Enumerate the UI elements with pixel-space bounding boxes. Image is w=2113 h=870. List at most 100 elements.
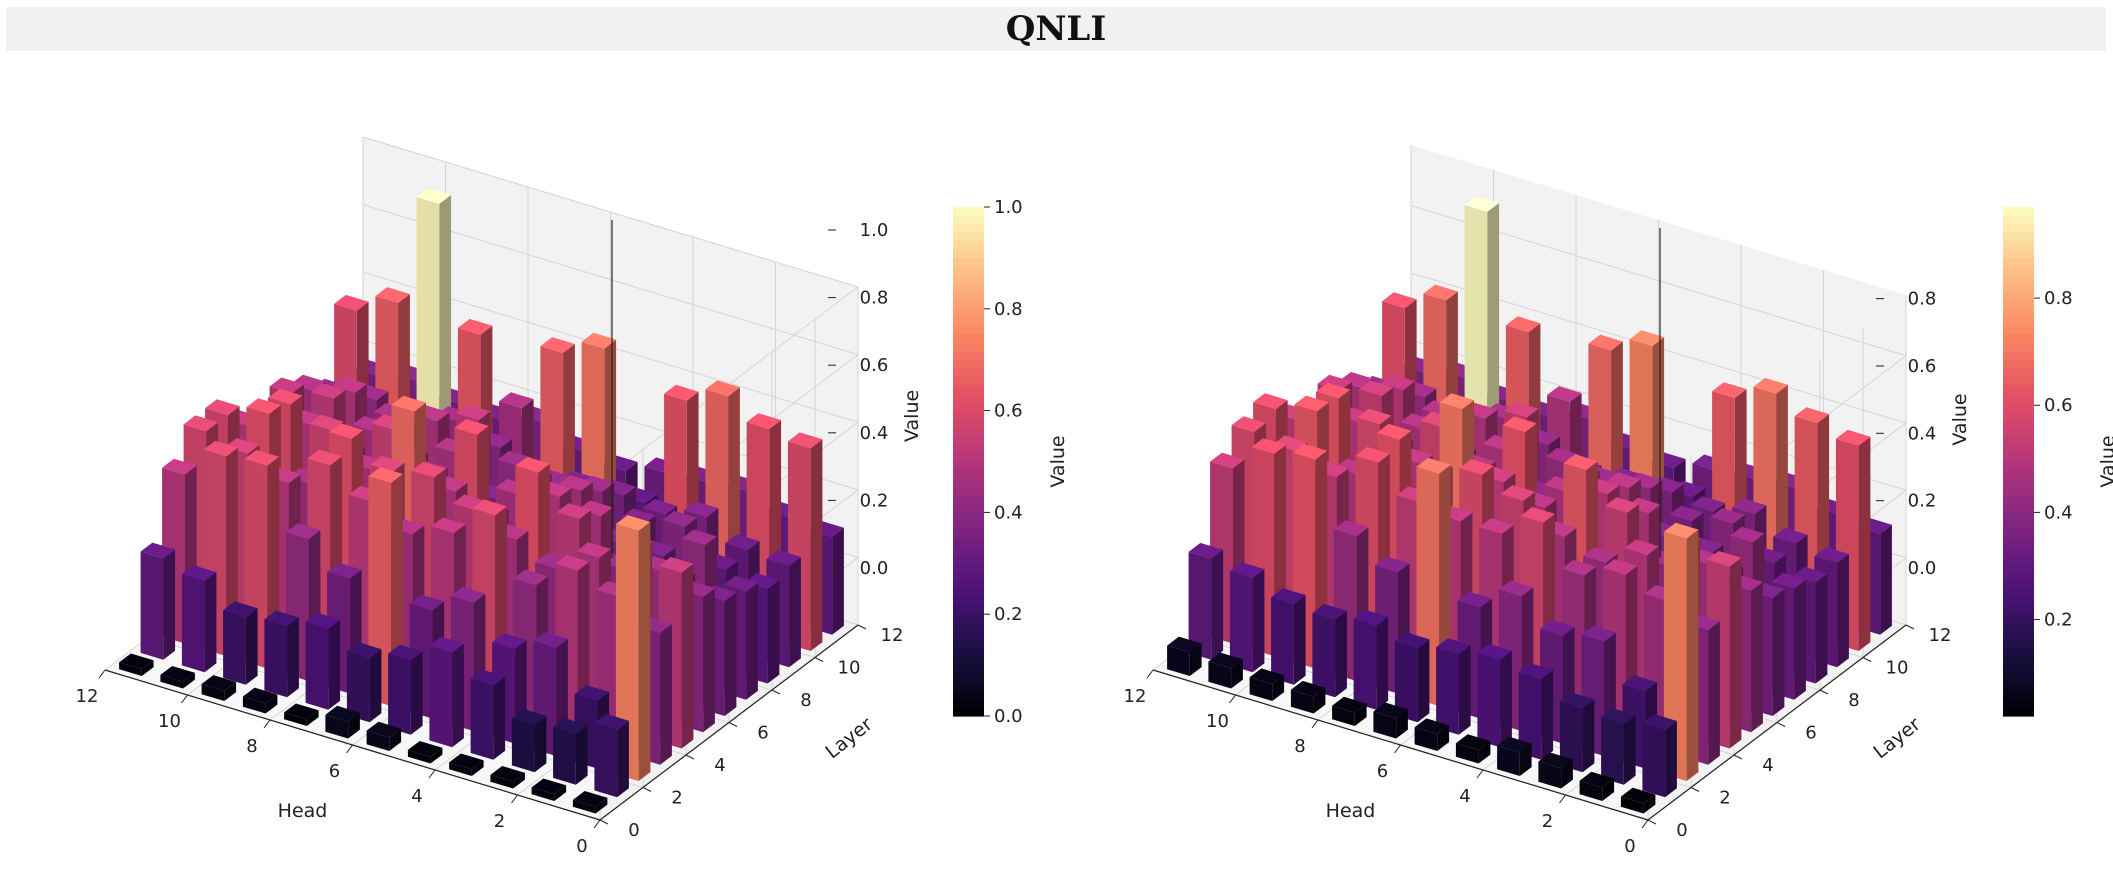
- bar-top-face: [307, 449, 342, 466]
- bar-top-face: [1373, 702, 1408, 719]
- colorbar-segment: [2003, 512, 2034, 522]
- bar: [160, 666, 195, 689]
- bar-front-face: [1312, 613, 1336, 698]
- bar: [470, 669, 506, 760]
- bar-top-face: [1272, 435, 1308, 452]
- bar-side-face: [369, 649, 382, 723]
- x-tick-label: 2: [494, 811, 505, 832]
- colorbar-tick-label: 0.8: [994, 299, 1023, 320]
- bar-top-face: [160, 666, 195, 682]
- bar-top-face: [181, 565, 217, 581]
- colorbar-segment: [953, 283, 984, 293]
- bar-top-face: [264, 610, 299, 627]
- colorbar-segment: [2003, 605, 2034, 615]
- bar: [1373, 702, 1408, 739]
- y-tick-label: 0: [1676, 820, 1687, 841]
- y-tick-label: 4: [714, 755, 725, 776]
- bar-top-face: [1439, 393, 1475, 410]
- y-tick-mark: [1733, 754, 1743, 760]
- bar-front-face: [449, 762, 472, 776]
- bar-side-face: [410, 651, 423, 735]
- colorbar: 0.2 0.4 0.6 0.8 Value: [2003, 207, 2113, 717]
- bar-front-face: [1249, 677, 1273, 701]
- bar-top-face: [1459, 459, 1494, 475]
- bar-side-face: [1500, 650, 1512, 748]
- bar-front-face: [594, 722, 618, 798]
- bar-front-face: [1579, 780, 1603, 801]
- colorbar-segment: [2003, 699, 2034, 709]
- bar-side-face: [1189, 643, 1202, 676]
- bar-top-face: [1627, 472, 1663, 489]
- bar-top-face: [332, 377, 367, 393]
- colorbar-segment: [953, 690, 984, 700]
- colorbar-segment: [953, 232, 984, 242]
- x-tick-mark: [428, 769, 436, 779]
- bar-top-face: [1602, 559, 1638, 575]
- bar-top-face: [558, 475, 593, 491]
- bar-side-face: [681, 563, 694, 749]
- bar-top-face: [1792, 566, 1828, 583]
- colorbar-segment: [2003, 223, 2034, 234]
- bar-front-face: [615, 524, 639, 781]
- bar-top-face: [244, 449, 280, 466]
- bar-top-face: [205, 399, 240, 415]
- colorbar-segment: [2003, 648, 2034, 658]
- bar-side-face: [452, 643, 464, 748]
- bar-top-face: [346, 642, 382, 659]
- y-tick-mark: [1905, 624, 1915, 630]
- z-tick-label: 0.6: [1908, 356, 1937, 377]
- bar-top-face: [1188, 542, 1224, 559]
- bar: [1436, 638, 1471, 735]
- bar-top-face: [411, 461, 446, 478]
- bar-side-face: [328, 619, 341, 710]
- bar-front-face: [242, 696, 266, 714]
- colorbar-segment: [2003, 325, 2034, 335]
- y-tick-label: 6: [1805, 723, 1816, 744]
- colorbar-segment: [953, 648, 984, 658]
- bar-top-face: [1416, 457, 1451, 474]
- x-tick-label: 8: [1294, 736, 1305, 757]
- colorbar-segment: [2003, 622, 2034, 632]
- x-tick-label: 10: [158, 711, 181, 732]
- colorbar-segment: [953, 376, 984, 386]
- colorbar-segment: [953, 563, 984, 573]
- bar-front-face: [1620, 796, 1644, 814]
- bar-top-face: [1563, 454, 1598, 471]
- bar: [1394, 632, 1430, 723]
- x-tick-mark: [1311, 719, 1319, 729]
- bar-top-face: [1520, 507, 1555, 523]
- colorbar-segment: [953, 334, 984, 344]
- bar-side-face: [1437, 725, 1450, 751]
- colorbar-segment: [953, 495, 984, 505]
- bar: [1414, 718, 1450, 751]
- bar-top-face: [662, 510, 697, 527]
- bar-top-face: [1253, 393, 1288, 409]
- bar-front-face: [1271, 597, 1294, 685]
- bar-top-face: [162, 458, 197, 475]
- x-axis-label: Head: [1326, 800, 1376, 822]
- colorbar-segment: [2003, 368, 2034, 378]
- bar-top-face: [1457, 591, 1493, 608]
- bar-top-face: [310, 383, 346, 399]
- bar-top-face: [450, 586, 486, 603]
- x-tick-mark: [1559, 794, 1566, 804]
- x-tick-mark: [181, 694, 188, 704]
- bar-front-face: [160, 674, 184, 689]
- colorbar-segment: [2003, 563, 2034, 573]
- bar-top-face: [553, 718, 588, 735]
- colorbar-segment: [953, 707, 984, 717]
- bar-top-face: [1464, 196, 1500, 212]
- bar-side-face: [1643, 794, 1656, 814]
- bar-side-face: [245, 608, 258, 685]
- bar-top-face: [457, 318, 493, 335]
- bar-front-face: [325, 714, 349, 739]
- colorbar-segment: [2003, 300, 2034, 310]
- bar-side-face: [1231, 659, 1243, 689]
- bar-top-face: [366, 721, 402, 738]
- bar-side-face: [832, 527, 844, 635]
- bar-front-face: [1394, 641, 1418, 723]
- bar-top-face: [746, 413, 782, 429]
- bar-top-face: [1339, 372, 1374, 388]
- bar-top-face: [1814, 547, 1849, 563]
- bar: [1271, 588, 1306, 685]
